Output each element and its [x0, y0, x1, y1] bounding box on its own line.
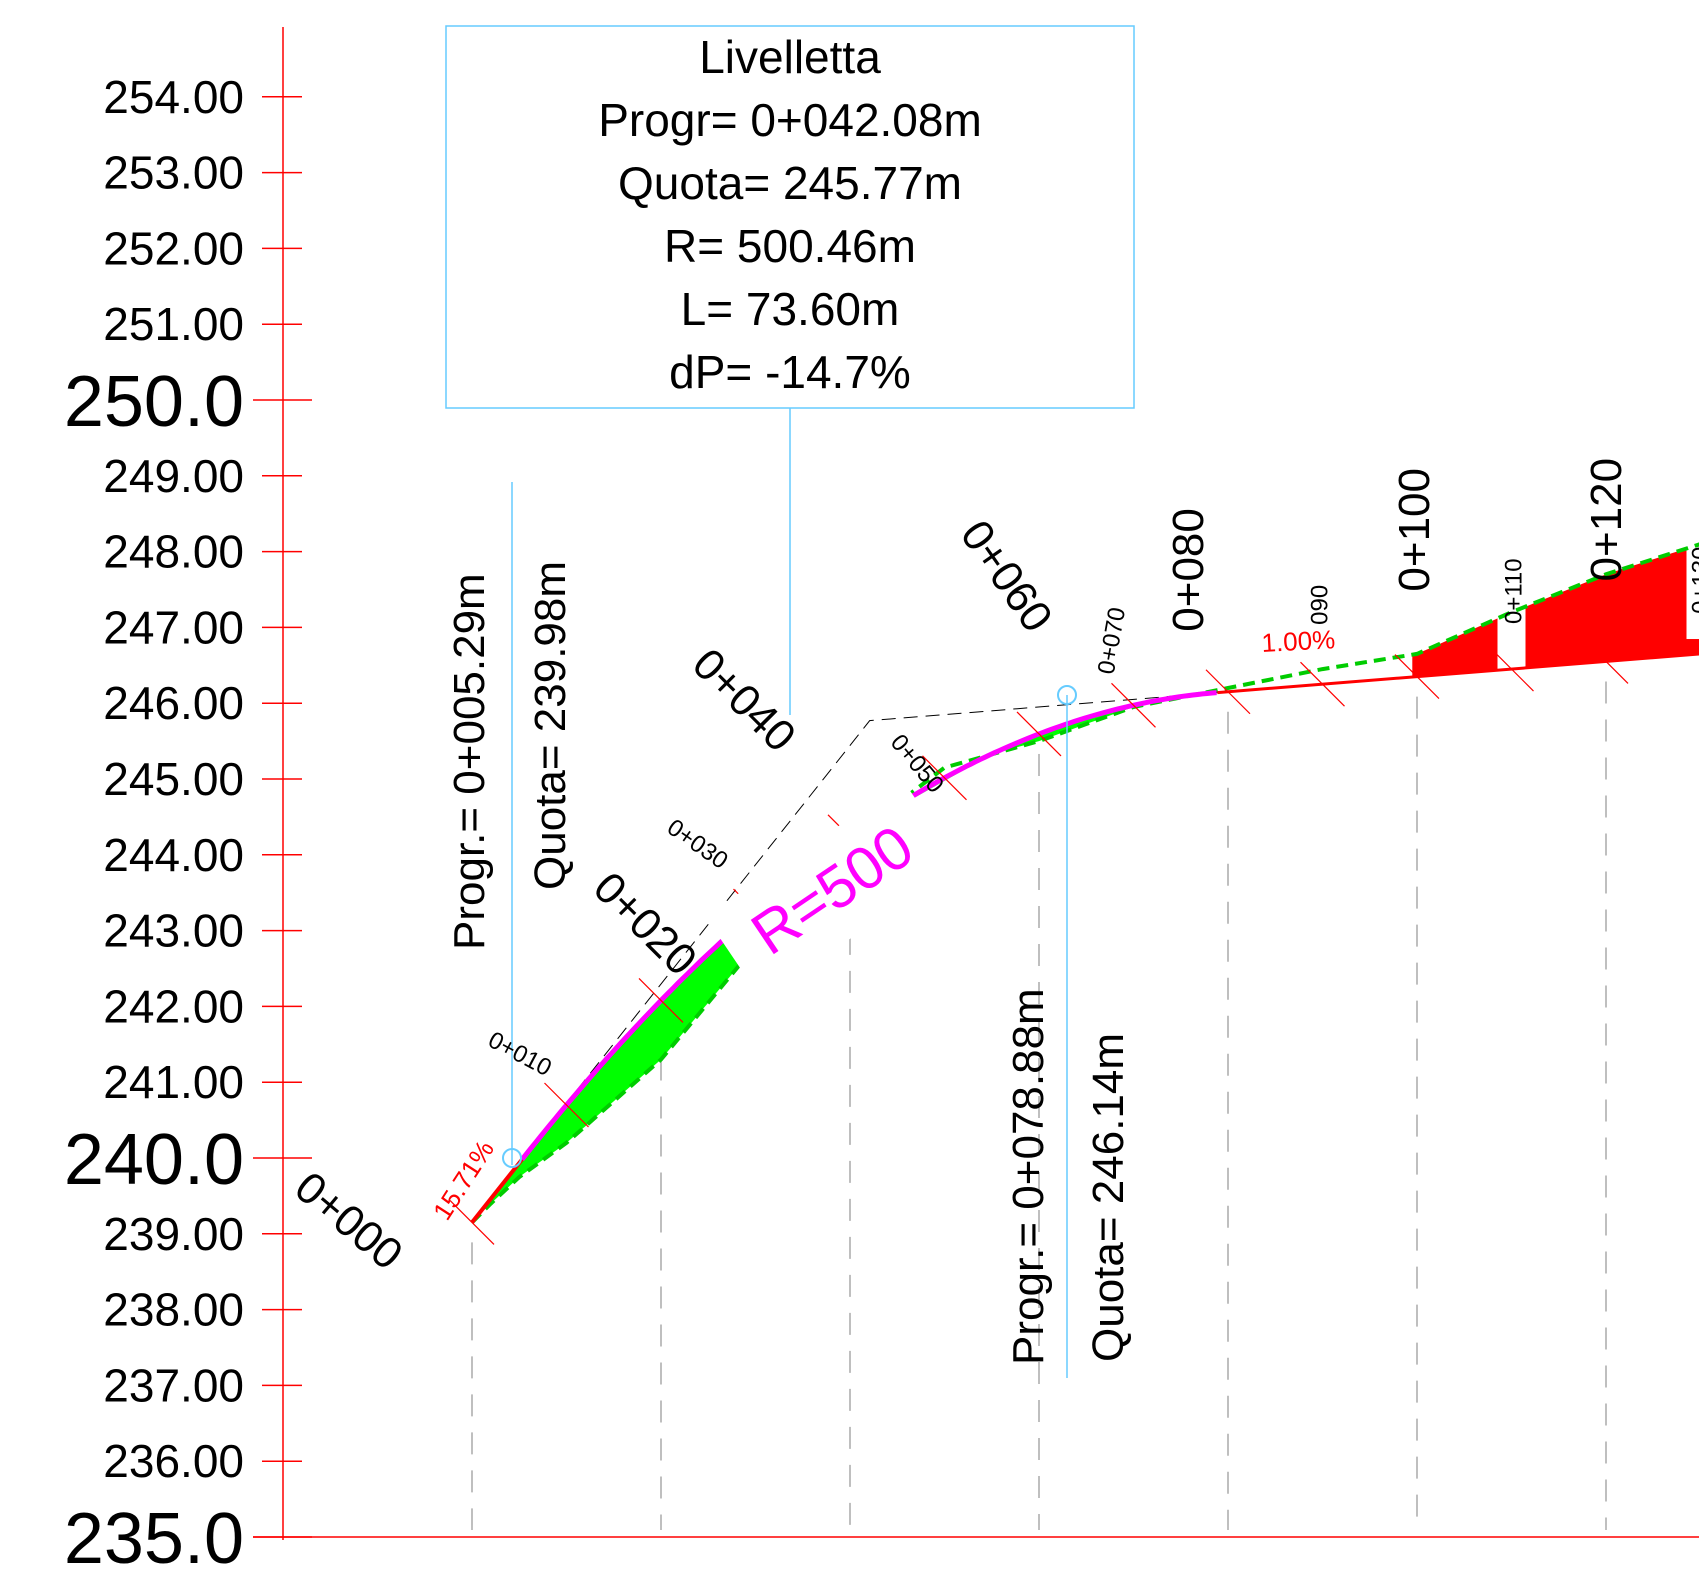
y-label: 253.00: [103, 147, 244, 199]
slope-end-label-background: [1258, 626, 1354, 658]
station-label-small: 0+070: [1093, 605, 1131, 676]
curve-end-marker: [1057, 685, 1077, 705]
station-label: 0+040: [683, 639, 805, 761]
y-label: 248.00: [103, 526, 244, 578]
start-progr-label: Progr.= 0+005.29m: [445, 573, 494, 950]
terrain-line: [470, 542, 1699, 1224]
station-label: 0+120: [1582, 458, 1631, 582]
radius-label-group: R=500: [705, 781, 960, 999]
station-label-small: 0+010: [484, 1026, 556, 1081]
grade-tick: [544, 1082, 589, 1128]
end-progr-label: Progr.= 0+078.88m: [1004, 988, 1053, 1365]
y-label: 243.00: [103, 905, 244, 957]
y-label: 247.00: [103, 601, 244, 653]
fill-label-backgrounds: [1497, 534, 1699, 673]
y-ticks: [253, 96, 312, 1538]
slope-start-label: 15.71%: [427, 1135, 500, 1225]
info-box: Livelletta Progr= 0+042.08m Quota= 245.7…: [445, 25, 1135, 409]
grade-tick: [1489, 646, 1534, 692]
info-title: Livelletta: [699, 31, 881, 83]
grade-tick: [1300, 661, 1345, 707]
y-label: 241.00: [103, 1056, 244, 1108]
station-labels: 0+0000+0200+0400+0600+0800+1000+1200+140…: [286, 458, 1699, 1280]
y-label: 249.00: [103, 450, 244, 502]
grade-tick: [922, 755, 967, 801]
slope-end-label: 1.00%: [1261, 624, 1336, 658]
y-major-label: 240.0: [64, 1120, 244, 1200]
y-label: 239.00: [103, 1208, 244, 1260]
fill-label-background: [1686, 534, 1699, 640]
station-label: 0+100: [1390, 468, 1439, 592]
station-label-small: 0+130: [1688, 546, 1699, 613]
fill-area: [1412, 544, 1699, 677]
y-label: 242.00: [103, 980, 244, 1032]
grade-tick: [1111, 682, 1156, 728]
y-label: 251.00: [103, 298, 244, 350]
radius-label-background: [705, 781, 960, 999]
y-label: 252.00: [103, 222, 244, 274]
grade-tick: [1394, 654, 1440, 700]
station-label: 0+060: [951, 512, 1062, 641]
y-axis: 254.00 253.00 252.00 251.00 249.00 248.00 247.…: [64, 27, 1699, 1579]
y-label: 237.00: [103, 1359, 244, 1411]
info-box-frame: [445, 25, 1135, 409]
y-labels: 254.00 253.00 252.00 251.00 249.00 248.00 247.…: [64, 71, 244, 1579]
station-label: 0+020: [584, 863, 706, 985]
info-progr: Progr= 0+042.08m: [598, 94, 982, 146]
info-quota: Quota= 245.77m: [618, 157, 962, 209]
station-label: 0+000: [286, 1163, 412, 1280]
grade-start-segment: [470, 1158, 524, 1224]
guide-lines: [502, 408, 1077, 1378]
grade-tick: [449, 1200, 495, 1245]
start-quota-label: Quota= 239.98m: [526, 561, 575, 890]
station-label-small: 0+030: [662, 814, 733, 875]
grade-tick: [1678, 631, 1699, 654]
info-length: L= 73.60m: [681, 283, 900, 335]
y-label: 246.00: [103, 677, 244, 729]
slope-end-label-group: 1.00%: [1258, 624, 1354, 658]
station-label-small: 0+050: [885, 729, 949, 798]
station-label-small: 0+110: [1501, 558, 1528, 624]
earthwork-areas: [490, 534, 1699, 1204]
y-label: 245.00: [103, 753, 244, 805]
info-dp: dP= -14.7%: [669, 346, 911, 398]
grade-tick: [1016, 711, 1062, 757]
y-major-label: 250.0: [64, 362, 244, 442]
vertical-annotations: Progr.= 0+005.29m Quota= 239.98m Progr.=…: [445, 561, 1133, 1365]
grade-tick: [1205, 669, 1251, 715]
station-lines: [471, 681, 1607, 1530]
info-radius: R= 500.46m: [664, 220, 916, 272]
y-label: 244.00: [103, 829, 244, 881]
end-quota-label: Quota= 246.14m: [1084, 1033, 1133, 1362]
y-label: 254.00: [103, 71, 244, 123]
grade-end-segment: [1217, 652, 1699, 695]
grade-tick: [1583, 639, 1629, 684]
fill-label-background: [1497, 602, 1526, 673]
grade-tick: [638, 978, 684, 1023]
tangent-construction-lines: [521, 692, 1218, 1160]
curve-start-marker: [502, 1148, 522, 1168]
station-label: 0+080: [1164, 508, 1213, 632]
y-label: 236.00: [103, 1435, 244, 1487]
y-label: 238.00: [103, 1284, 244, 1336]
y-major-label: 235.0: [64, 1499, 244, 1579]
